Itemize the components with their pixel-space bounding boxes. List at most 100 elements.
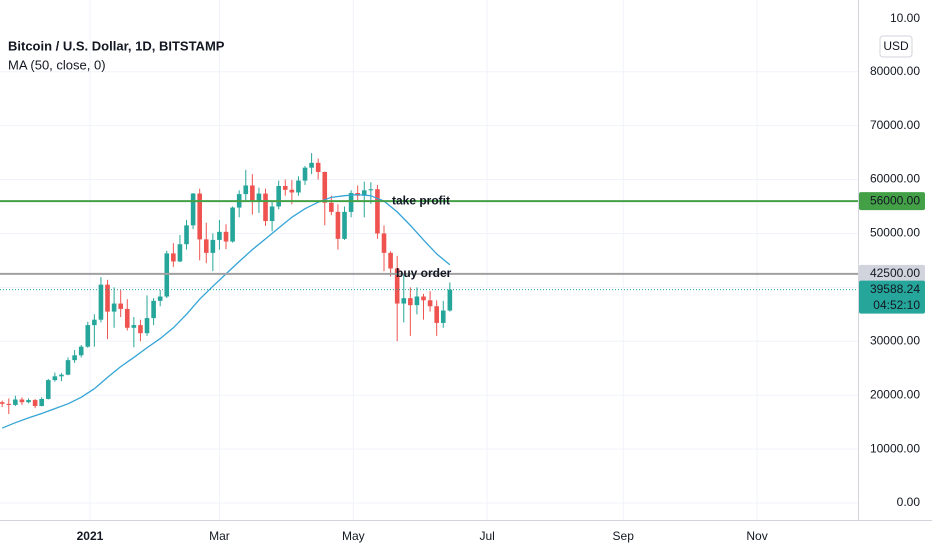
candle-body — [296, 180, 301, 193]
candle-body — [434, 306, 439, 323]
candle-body — [440, 310, 446, 323]
y-tick-label: 80000.00 — [870, 64, 920, 78]
candle-body — [243, 185, 249, 195]
candle-body — [289, 189, 295, 193]
candle-body — [256, 193, 262, 202]
candle-body — [184, 225, 189, 245]
candle-body — [52, 376, 58, 381]
clipped-tick-label: 10.00 — [890, 11, 920, 25]
candle-body — [315, 162, 321, 172]
candle-body — [144, 318, 150, 334]
candle-body — [263, 193, 268, 222]
y-tick-label: 50000.00 — [870, 226, 920, 240]
candle-body — [361, 190, 367, 196]
y-tick-label: 70000.00 — [870, 118, 920, 132]
candle-body — [32, 400, 38, 406]
candle-body — [85, 325, 91, 347]
candle-body — [348, 193, 354, 212]
candle-body — [171, 253, 176, 262]
level-label: buy order — [396, 266, 452, 280]
candle-body — [26, 400, 31, 403]
candle-body — [124, 308, 130, 328]
candle-body — [177, 244, 183, 262]
y-tick-label: 10000.00 — [870, 441, 920, 455]
y-tick-label: 0.00 — [897, 495, 921, 509]
candle-body — [447, 289, 453, 311]
currency-label: USD — [883, 39, 909, 53]
indicator-label: MA (50, close, 0) — [8, 57, 106, 72]
candle-body — [111, 303, 117, 312]
candle-body — [78, 346, 84, 356]
x-tick-label: May — [342, 529, 365, 543]
candle-body — [223, 231, 229, 242]
candle-body — [105, 284, 110, 312]
candle-body — [427, 300, 433, 307]
candle-body — [59, 374, 64, 377]
candle-body — [401, 298, 407, 304]
candle-body — [118, 303, 123, 309]
candle-body — [72, 355, 77, 361]
price-tag-label: 56000.00 — [870, 193, 920, 207]
candle-body — [309, 162, 314, 168]
chart-title: Bitcoin / U.S. Dollar, 1D, BITSTAMP — [8, 38, 225, 53]
marks — [0, 153, 858, 429]
y-tick-label: 30000.00 — [870, 333, 920, 347]
level-label: take profit — [392, 193, 450, 207]
candle-body — [19, 399, 25, 403]
candle-body — [92, 319, 97, 326]
candle-body — [368, 189, 374, 191]
x-tick-label: Jul — [479, 529, 494, 543]
candle-body — [217, 231, 222, 240]
candle-body — [282, 186, 288, 190]
candle-body — [190, 193, 196, 226]
candle-body — [250, 185, 255, 202]
x-tick-label: Mar — [209, 529, 230, 543]
candle-body — [276, 186, 281, 207]
y-tick-label: 20000.00 — [870, 387, 920, 401]
candle-body — [335, 211, 341, 239]
countdown-label: 04:52:10 — [873, 298, 920, 312]
price-tag — [859, 192, 925, 211]
candle-body — [164, 253, 170, 297]
candle-body — [302, 167, 308, 181]
candle-body — [322, 171, 328, 203]
candle-body — [408, 298, 413, 306]
candle-body — [394, 268, 400, 304]
candle-body — [342, 211, 347, 239]
candle-body — [414, 296, 420, 306]
candle-body — [39, 398, 44, 406]
candle-body — [203, 239, 209, 253]
candle-body — [65, 360, 71, 375]
candle-body — [230, 207, 235, 242]
candle-body — [329, 202, 334, 212]
currency-button[interactable] — [879, 35, 913, 58]
price-tag — [859, 264, 925, 283]
candle-body — [13, 399, 18, 405]
last-price-tag — [859, 280, 925, 314]
x-tick-label: Sep — [613, 529, 635, 543]
grid — [0, 0, 858, 520]
y-tick-label: 60000.00 — [870, 172, 920, 186]
candle-body — [210, 239, 216, 253]
x-tick-label: Nov — [746, 529, 767, 543]
candle-body — [131, 325, 137, 328]
candle-body — [197, 193, 202, 240]
candle-body — [151, 300, 156, 319]
candle-body — [421, 296, 426, 301]
candle-body — [269, 206, 275, 222]
candle-body — [375, 189, 380, 234]
candle-body — [388, 252, 393, 269]
candle-body — [0, 402, 5, 404]
candle-body — [138, 325, 143, 334]
candle-body — [381, 233, 387, 253]
candle-body — [45, 380, 51, 399]
last-price-label: 39588.24 — [870, 282, 920, 296]
candle-body — [157, 296, 163, 301]
x-tick-label: 2021 — [77, 529, 104, 543]
candle-body — [6, 403, 12, 405]
price-tag-label: 42500.00 — [870, 266, 920, 280]
candle-body — [98, 284, 104, 320]
